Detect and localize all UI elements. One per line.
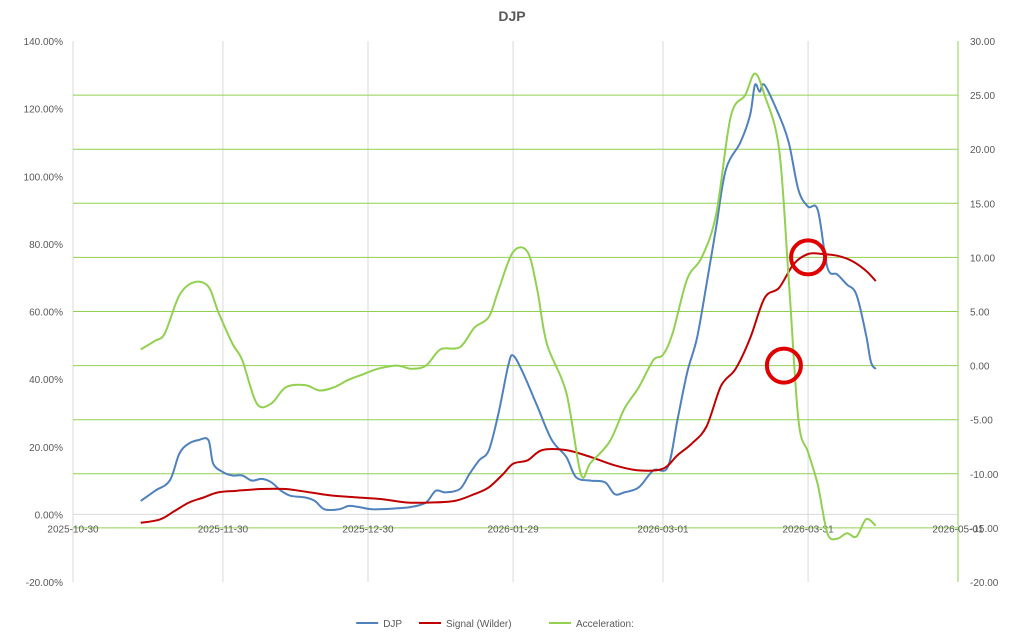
legend-label-1: Signal (Wilder) bbox=[446, 619, 512, 630]
annotation-circles bbox=[764, 238, 828, 385]
right-tick-label: 5.00 bbox=[970, 308, 990, 319]
left-tick-label: 80.00% bbox=[29, 240, 63, 251]
right-tick-label: 30.00 bbox=[970, 37, 995, 48]
right-axis-ticks: -20.00 -15.00 -10.00 -5.00 0.00 5.00 10.00 15.0… bbox=[970, 37, 999, 589]
left-tick-label: 40.00% bbox=[29, 375, 63, 386]
left-tick-label: 140.00% bbox=[24, 37, 64, 48]
left-tick-label: 100.00% bbox=[24, 172, 64, 183]
right-tick-label: 20.00 bbox=[970, 145, 995, 156]
legend-label-2: Acceleration: bbox=[576, 619, 634, 630]
x-tick-label: 2025-12-30 bbox=[342, 524, 394, 535]
annotation-circle-0 bbox=[789, 238, 828, 277]
x-tick-label: 2026-03-31 bbox=[783, 524, 835, 535]
left-tick-label: 60.00% bbox=[29, 308, 63, 319]
right-tick-label: 10.00 bbox=[970, 253, 995, 264]
right-tick-label: -5.00 bbox=[970, 416, 993, 427]
series-line-2 bbox=[140, 72, 877, 541]
legend-label-0: DJP bbox=[383, 619, 402, 630]
annotation-circle-1 bbox=[764, 346, 803, 385]
right-tick-label: 0.00 bbox=[970, 362, 990, 373]
left-tick-label: -20.00% bbox=[26, 578, 63, 589]
x-tick-label: 2026-03-01 bbox=[637, 524, 689, 535]
x-tick-label: 2025-10-30 bbox=[47, 524, 99, 535]
series-line-1 bbox=[140, 252, 877, 524]
gridlines bbox=[72, 41, 959, 582]
x-tick-label: 2026-01-29 bbox=[488, 524, 540, 535]
left-axis-ticks: -20.00% 0.00% 20.00% 40.00% 60.00% 80.00% 100.… bbox=[24, 37, 64, 589]
left-tick-label: 120.00% bbox=[24, 105, 64, 116]
series-line-0 bbox=[140, 83, 877, 512]
x-axis-ticks: 2025-10-30 2025-11-30 2025-12-30 2026-01-29… bbox=[47, 524, 984, 535]
left-tick-label: 0.00% bbox=[35, 510, 63, 521]
right-tick-label: 25.00 bbox=[970, 91, 995, 102]
x-tick-label: 2026-05-01 bbox=[932, 524, 984, 535]
legend: DJP Signal (Wilder) Acceleration: bbox=[356, 619, 634, 630]
chart-title: DJP bbox=[498, 8, 525, 24]
series-lines bbox=[140, 72, 877, 541]
right-tick-label: -10.00 bbox=[970, 470, 999, 481]
x-tick-label: 2025-11-30 bbox=[198, 524, 249, 535]
right-tick-label: -15.00 bbox=[970, 524, 999, 535]
right-tick-label: 15.00 bbox=[970, 199, 995, 210]
right-tick-label: -20.00 bbox=[970, 578, 999, 589]
left-tick-label: 20.00% bbox=[29, 443, 63, 454]
